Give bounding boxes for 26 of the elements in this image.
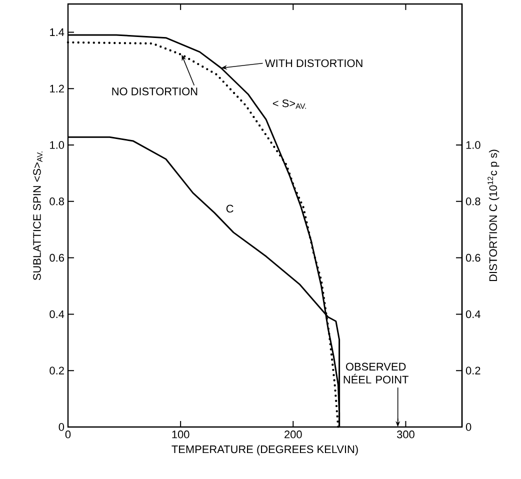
y2-tick-label: 0.8 [466, 198, 480, 206]
y2-tick-label: 0.6 [466, 254, 480, 262]
y-tick-label: 0.4 [50, 310, 64, 318]
y-tick-label: 0.2 [50, 366, 64, 374]
ref-line-label: OBSERVED NÉEL POINT [344, 362, 408, 384]
x-axis-title: TEMPERATURE (DEGREES KELVIN) [172, 445, 358, 456]
x-tick-label: 200 [284, 430, 302, 438]
y-tick-label: 1.2 [50, 84, 64, 92]
y-tick-label: 0.8 [50, 198, 64, 206]
series-label: NO DISTORTION [112, 88, 198, 96]
y-tick-label: 1.4 [50, 28, 64, 36]
series-label: C [226, 204, 234, 213]
y-tick-label: 0 [58, 423, 64, 431]
x-tick-label: 0 [65, 430, 71, 438]
x-tick-label: 100 [172, 430, 190, 438]
annotation: < S>$_{AV.}$ [272, 99, 306, 109]
y-tick-label: 0.6 [50, 254, 64, 262]
y-axis-title: SUBLATTICE SPIN <S>$_{AV.}$ [33, 152, 42, 280]
y2-tick-label: 0.2 [466, 366, 480, 374]
y2-axis-title: DISTORTION C (10$^{12}$c p s) [488, 150, 500, 282]
y2-tick-label: 0 [466, 423, 472, 431]
legend-label: WITH DISTORTION [264, 59, 362, 68]
x-tick-label: 300 [396, 430, 414, 438]
y-tick-label: 1.0 [50, 141, 64, 149]
y2-tick-label: 1.0 [466, 141, 480, 149]
y2-tick-label: 0.4 [466, 310, 480, 318]
